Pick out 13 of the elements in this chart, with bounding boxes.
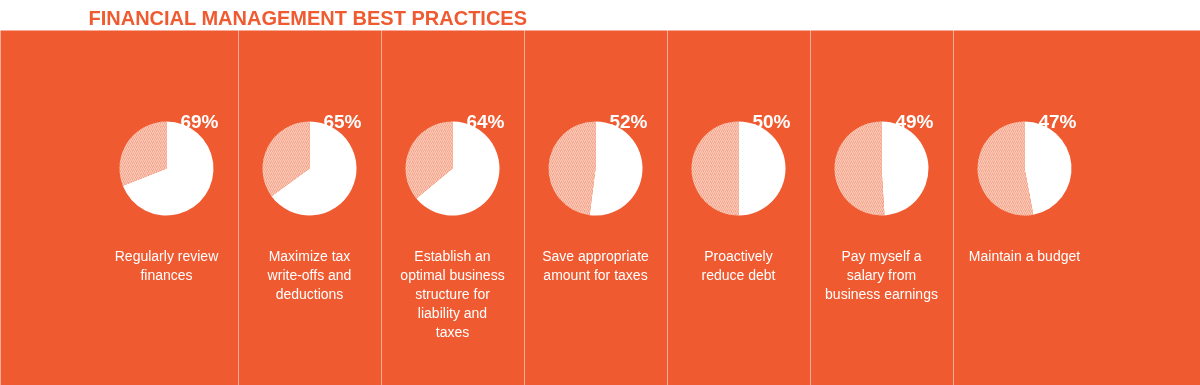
text: Proactively reduce debt xyxy=(701,247,776,283)
text: Regularly review finances xyxy=(114,247,220,283)
text: Pay myself a salary from business earnings xyxy=(825,247,938,302)
text: FINANCIAL MANAGEMENT BEST PRACTICES xyxy=(88,6,528,29)
data-label: 47% xyxy=(1038,111,1077,132)
data-label: 64% xyxy=(466,111,505,132)
text: Maintain a budget xyxy=(968,247,1081,264)
data-label: 49% xyxy=(895,111,934,132)
data-label: 65% xyxy=(323,111,362,132)
text: Establish an optimal business structure for liability and taxes xyxy=(400,247,505,341)
text: Save appropriate amount for taxes xyxy=(542,247,650,283)
data-label: 69% xyxy=(180,111,219,132)
text: Maximize tax write-offs and deductions xyxy=(266,247,352,302)
